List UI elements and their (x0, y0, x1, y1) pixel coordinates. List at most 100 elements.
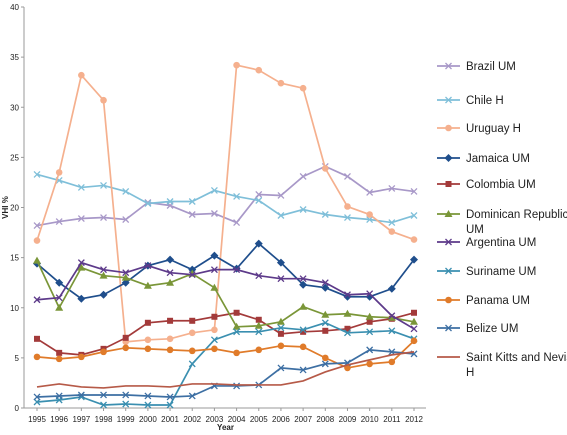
y-tick-label: 5 (15, 354, 20, 363)
legend-label: Uruguay H (466, 123, 521, 135)
data-point (276, 317, 285, 325)
legend-item: Dominican Republic UM (437, 209, 567, 236)
y-tick-label: 25 (10, 153, 19, 162)
data-point (444, 210, 453, 217)
data-point (33, 170, 41, 178)
data-point (388, 312, 396, 320)
x-tick-label: 2009 (339, 415, 357, 424)
series-belize-um (33, 346, 418, 401)
data-point (122, 344, 130, 352)
data-point (144, 200, 152, 207)
data-point (343, 309, 352, 317)
data-point (410, 317, 418, 325)
series-line (36, 311, 415, 356)
data-point (344, 172, 351, 180)
data-point (167, 317, 174, 324)
data-point (210, 210, 218, 217)
data-point (100, 348, 107, 356)
data-point (388, 184, 396, 192)
y-tick-label: 35 (10, 53, 19, 62)
data-point (321, 360, 329, 368)
series-line (36, 340, 415, 369)
data-point (77, 263, 86, 271)
data-point (99, 271, 108, 279)
data-point (299, 206, 307, 213)
series-brazil-um (33, 162, 418, 230)
data-point (233, 328, 241, 336)
series-line (36, 260, 415, 328)
legend-label: Panama UM (466, 295, 530, 307)
series-line (36, 321, 415, 406)
data-point (255, 316, 262, 323)
x-tick-label: 2007 (294, 415, 312, 424)
series-layer (33, 61, 418, 409)
data-point (255, 272, 263, 280)
data-point (255, 346, 263, 354)
x-tick-label: 2010 (361, 415, 379, 424)
series-line (36, 348, 415, 398)
data-point (210, 186, 218, 194)
data-point (344, 291, 351, 299)
series-suriname-um (33, 319, 418, 409)
series-argentina-um (33, 259, 418, 333)
data-point (77, 391, 85, 399)
x-tick-label: 1995 (28, 415, 46, 424)
data-point (254, 321, 263, 329)
data-point (100, 391, 107, 399)
legend-item: Panama UM (437, 295, 530, 307)
data-point (277, 192, 285, 199)
data-point (144, 392, 152, 400)
data-point (410, 212, 418, 219)
x-tick-label: 2008 (316, 415, 334, 424)
data-point (166, 269, 174, 277)
data-point (445, 324, 452, 332)
data-point (233, 219, 241, 226)
data-point (255, 197, 263, 204)
data-point (166, 278, 175, 286)
series-panama-um (33, 337, 418, 372)
data-point (77, 294, 86, 303)
data-point (188, 392, 196, 400)
data-point (77, 259, 85, 267)
y-tick-label: 30 (10, 103, 19, 112)
data-point (144, 319, 151, 326)
data-point (55, 169, 63, 176)
data-point (344, 329, 351, 337)
data-point (210, 266, 218, 274)
data-point (100, 266, 107, 274)
data-point (55, 355, 63, 363)
legend-label: Chile H (466, 95, 504, 107)
data-point (77, 183, 85, 191)
data-point (122, 391, 130, 399)
data-point (233, 61, 240, 69)
data-point (189, 317, 196, 324)
data-point (188, 271, 196, 279)
series-line (36, 261, 415, 330)
x-tick-label: 2000 (139, 415, 157, 424)
data-point (299, 275, 307, 283)
data-point (366, 211, 373, 218)
data-point (100, 181, 107, 189)
data-point (188, 347, 196, 355)
data-point (33, 393, 41, 401)
data-point (166, 198, 174, 205)
data-point (366, 290, 374, 298)
legend-label: Dominican Republic UM (466, 209, 567, 236)
data-point (387, 313, 396, 321)
data-point (122, 400, 130, 408)
data-point (144, 262, 152, 270)
data-point (55, 392, 63, 400)
data-point (211, 313, 218, 320)
data-point (55, 278, 64, 287)
data-point (344, 203, 351, 210)
data-point (277, 275, 285, 283)
data-point (321, 319, 329, 327)
data-point (366, 216, 374, 223)
x-axis-label: Year (217, 423, 234, 432)
data-point (410, 337, 418, 345)
series-saint-kitts-and-nevis-h (36, 351, 415, 389)
y-tick-label: 40 (10, 3, 19, 12)
data-point (33, 256, 41, 264)
data-point (445, 181, 452, 187)
